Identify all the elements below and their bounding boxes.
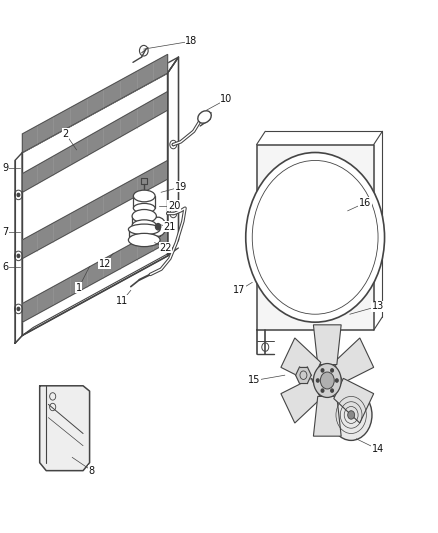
Polygon shape [129,229,160,236]
Text: 15: 15 [248,375,261,385]
Circle shape [155,223,161,230]
Circle shape [320,372,334,389]
Text: 2: 2 [63,129,69,139]
Text: 22: 22 [159,243,172,253]
Polygon shape [257,144,374,330]
Circle shape [316,379,319,382]
Circle shape [17,193,20,197]
Polygon shape [40,386,90,471]
Ellipse shape [128,233,160,247]
Polygon shape [22,54,168,152]
Circle shape [330,390,372,440]
Circle shape [17,254,20,257]
Text: 19: 19 [175,182,187,192]
Circle shape [150,217,166,236]
Text: 11: 11 [116,296,128,306]
Polygon shape [281,378,321,423]
Circle shape [348,411,355,419]
Polygon shape [314,397,341,436]
Text: 8: 8 [88,466,95,475]
Polygon shape [314,325,341,365]
Polygon shape [281,338,321,383]
Polygon shape [22,224,168,322]
Polygon shape [334,378,374,423]
Text: 7: 7 [2,227,8,237]
Text: 16: 16 [359,198,371,208]
Circle shape [321,389,324,392]
Circle shape [336,379,338,382]
Text: 21: 21 [164,222,176,232]
Text: 12: 12 [99,259,111,269]
Circle shape [331,369,333,372]
Circle shape [173,213,174,215]
Text: 14: 14 [372,445,384,455]
Text: 20: 20 [168,200,180,211]
Circle shape [314,364,341,398]
Circle shape [173,143,174,146]
Ellipse shape [198,111,211,123]
Ellipse shape [132,220,156,231]
Circle shape [246,152,385,322]
Circle shape [331,389,333,392]
Circle shape [17,308,20,311]
Text: 18: 18 [185,36,198,46]
Polygon shape [141,178,147,184]
Polygon shape [22,160,168,259]
Ellipse shape [134,190,155,202]
Text: 1: 1 [76,282,82,293]
Text: 6: 6 [2,262,8,271]
Polygon shape [22,92,168,192]
Text: 10: 10 [220,94,232,104]
Circle shape [321,369,324,372]
Polygon shape [334,338,374,383]
Text: 17: 17 [233,285,245,295]
Polygon shape [296,367,311,383]
Ellipse shape [128,224,160,235]
Text: 13: 13 [372,301,384,311]
Text: 9: 9 [2,164,8,173]
Ellipse shape [134,204,155,213]
Ellipse shape [132,209,156,223]
